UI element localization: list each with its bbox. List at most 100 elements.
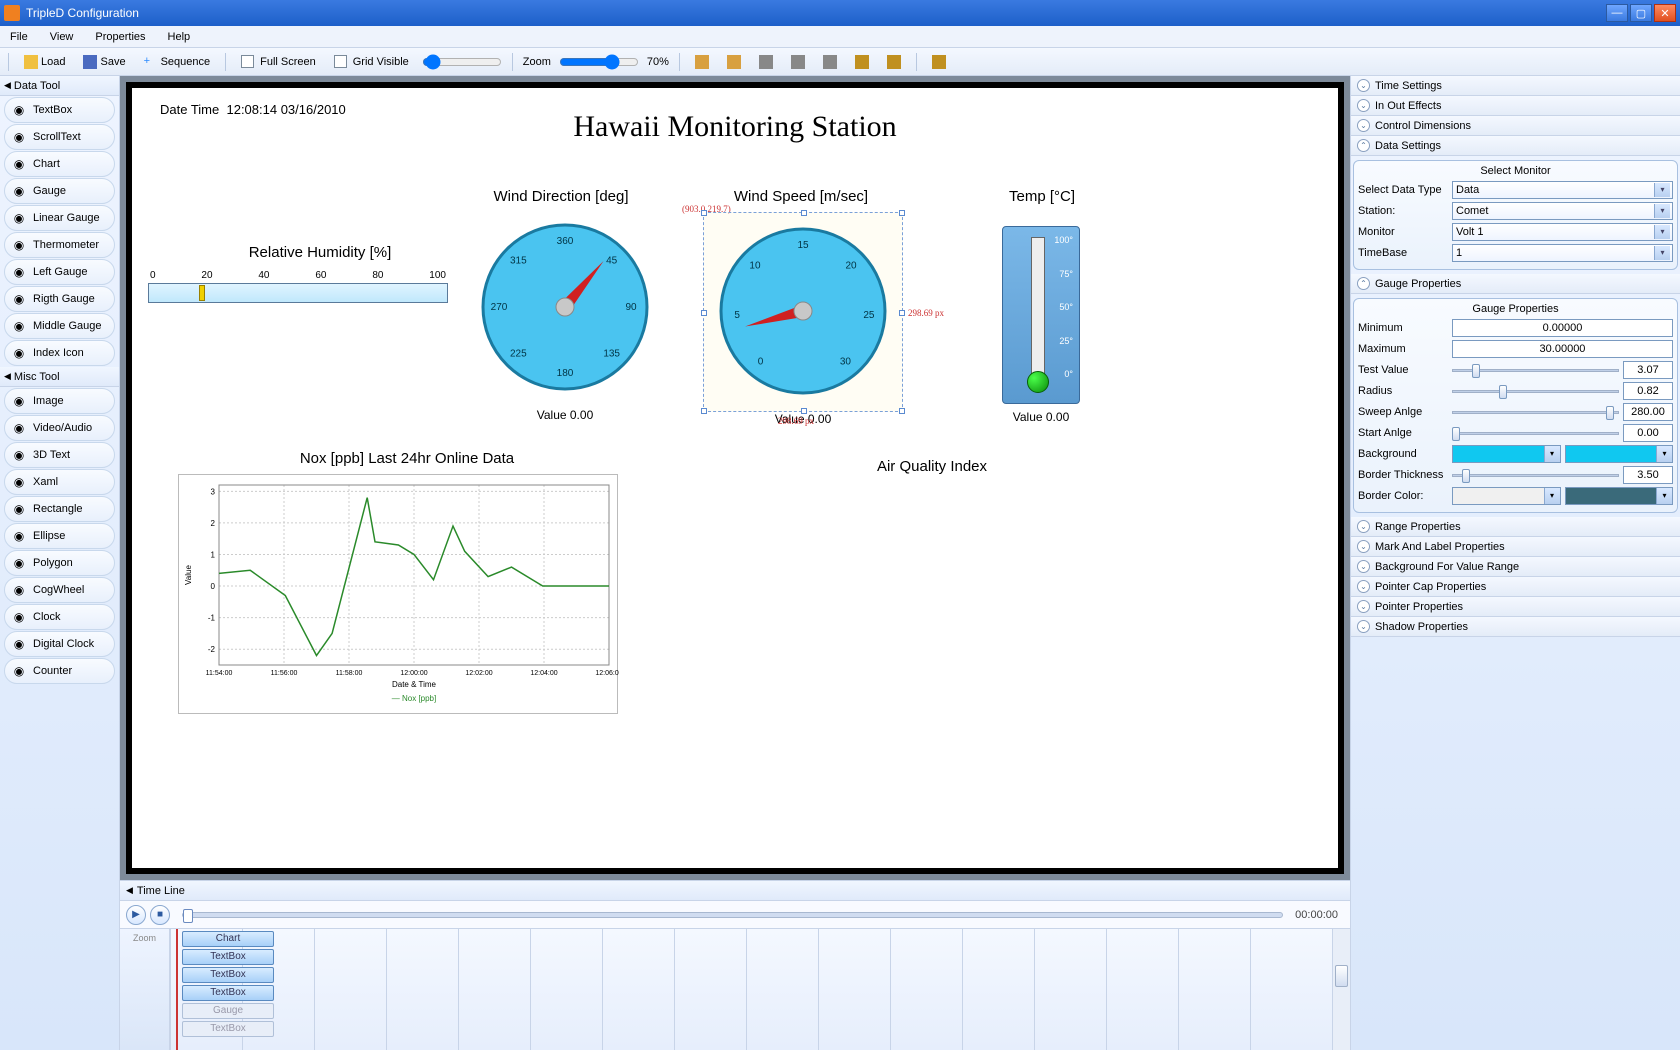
acc-range-properties[interactable]: ⌄Range Properties	[1351, 517, 1680, 537]
bg-color-2[interactable]: ▾	[1565, 445, 1674, 463]
timeline-clip[interactable]: Gauge	[182, 1003, 274, 1019]
menu-properties[interactable]: Properties	[91, 29, 149, 45]
zoom-slider[interactable]	[559, 54, 639, 70]
nox-chart[interactable]: -2-1012311:54:0011:56:0011:58:0012:00:00…	[178, 474, 618, 714]
save-button[interactable]: Save	[78, 52, 130, 72]
start-slider[interactable]	[1452, 425, 1619, 441]
resize-handle[interactable]	[701, 210, 707, 216]
timeline-playhead[interactable]	[176, 929, 178, 1050]
acc-shadow-properties[interactable]: ⌄Shadow Properties	[1351, 617, 1680, 637]
align-tool-7[interactable]	[882, 52, 906, 72]
humidity-gauge[interactable]: 020406080100	[148, 270, 448, 303]
thermometer-gauge[interactable]: 100°75°50°25°0° Value 0.00	[1002, 226, 1080, 424]
minimize-button[interactable]: —	[1606, 4, 1628, 22]
align-tool-4[interactable]	[786, 52, 810, 72]
align-tool-1[interactable]	[690, 52, 714, 72]
menu-file[interactable]: File	[6, 29, 32, 45]
acc-time-settings[interactable]: ⌄Time Settings	[1351, 76, 1680, 96]
acc-pointer-properties[interactable]: ⌄Pointer Properties	[1351, 597, 1680, 617]
resize-handle[interactable]	[701, 408, 707, 414]
stop-button[interactable]: ■	[150, 905, 170, 925]
radius-slider[interactable]	[1452, 383, 1619, 399]
resize-handle[interactable]	[899, 408, 905, 414]
play-button[interactable]: ▶	[126, 905, 146, 925]
svg-text:20: 20	[845, 261, 857, 272]
scroll-thumb[interactable]	[1335, 965, 1348, 987]
data-tool-header[interactable]: ◀Data Tool	[0, 76, 119, 96]
acc-mark-and-label-properties[interactable]: ⌄Mark And Label Properties	[1351, 537, 1680, 557]
tool-gauge[interactable]: ◉Gauge	[4, 178, 115, 204]
maximize-button[interactable]: ▢	[1630, 4, 1652, 22]
design-canvas[interactable]: Date Time 12:08:14 03/16/2010 Hawaii Mon…	[126, 82, 1344, 874]
testvalue-slider[interactable]	[1452, 362, 1619, 378]
grid-slider[interactable]	[422, 54, 502, 70]
station-select[interactable]: Comet▾	[1452, 202, 1673, 220]
acc-inout-effects[interactable]: ⌄In Out Effects	[1351, 96, 1680, 116]
monitor-select[interactable]: Volt 1▾	[1452, 223, 1673, 241]
tool-cogwheel[interactable]: ◉CogWheel	[4, 577, 115, 603]
timebase-select[interactable]: 1▾	[1452, 244, 1673, 262]
load-button[interactable]: Load	[19, 52, 70, 72]
maximum-input[interactable]	[1452, 340, 1673, 358]
scrubber-thumb[interactable]	[183, 909, 193, 923]
tool-scrolltext[interactable]: ◉ScrollText	[4, 124, 115, 150]
tool-chart[interactable]: ◉Chart	[4, 151, 115, 177]
acc-gauge-properties[interactable]: ⌃Gauge Properties	[1351, 274, 1680, 294]
timeline-vscroll[interactable]	[1332, 929, 1350, 1050]
tool-lineargauge[interactable]: ◉Linear Gauge	[4, 205, 115, 231]
timeline-clip[interactable]: TextBox	[182, 985, 274, 1001]
align-tool-3[interactable]	[754, 52, 778, 72]
tool-rectangle[interactable]: ◉Rectangle	[4, 496, 115, 522]
tool-image[interactable]: ◉Image	[4, 388, 115, 414]
align-tool-5[interactable]	[818, 52, 842, 72]
tool-counter[interactable]: ◉Counter	[4, 658, 115, 684]
align-tool-2[interactable]	[722, 52, 746, 72]
align-tool-8[interactable]	[927, 52, 951, 72]
border-slider[interactable]	[1452, 467, 1619, 483]
sweep-slider[interactable]	[1452, 404, 1619, 420]
resize-handle[interactable]	[899, 310, 905, 316]
align-tool-6[interactable]	[850, 52, 874, 72]
menu-help[interactable]: Help	[164, 29, 195, 45]
menu-view[interactable]: View	[46, 29, 78, 45]
acc-background-for-value-range[interactable]: ⌄Background For Value Range	[1351, 557, 1680, 577]
acc-control-dimensions[interactable]: ⌄Control Dimensions	[1351, 116, 1680, 136]
timeline-clip[interactable]: TextBox	[182, 967, 274, 983]
sequence-button[interactable]: +Sequence	[139, 52, 216, 72]
border-color-2[interactable]: ▾	[1565, 487, 1674, 505]
tool-digitalclock[interactable]: ◉Digital Clock	[4, 631, 115, 657]
timeline-track-area[interactable]: Chart TextBox TextBox TextBox Gauge TextBox	[170, 929, 1332, 1050]
tool-textbox[interactable]: ◉TextBox	[4, 97, 115, 123]
minimum-input[interactable]	[1452, 319, 1673, 337]
close-button[interactable]: ✕	[1654, 4, 1676, 22]
gridvisible-toggle[interactable]: Grid Visible	[329, 52, 414, 71]
winddir-gauge[interactable]: 3604590135180225270315 Value 0.00	[470, 212, 660, 422]
tool-rigthgauge[interactable]: ◉Rigth Gauge	[4, 286, 115, 312]
timeline-clip[interactable]: TextBox	[182, 949, 274, 965]
acc-data-settings[interactable]: ⌃Data Settings	[1351, 136, 1680, 156]
timeline-clip[interactable]: Chart	[182, 931, 274, 947]
tool-3dtext[interactable]: ◉3D Text	[4, 442, 115, 468]
tool-leftgauge[interactable]: ◉Left Gauge	[4, 259, 115, 285]
canvas-viewport[interactable]: Date Time 12:08:14 03/16/2010 Hawaii Mon…	[120, 76, 1350, 880]
misc-tool-header[interactable]: ◀Misc Tool	[0, 367, 119, 387]
tool-ellipse[interactable]: ◉Ellipse	[4, 523, 115, 549]
timeline-header[interactable]: ◀Time Line	[120, 881, 1350, 901]
tool-clock[interactable]: ◉Clock	[4, 604, 115, 630]
windspd-gauge[interactable]: 051015202530 Value 0.00	[708, 216, 898, 426]
timeline-clip[interactable]: TextBox	[182, 1021, 274, 1037]
tool-indexicon[interactable]: ◉Index Icon	[4, 340, 115, 366]
tool-polygon[interactable]: ◉Polygon	[4, 550, 115, 576]
bg-color-1[interactable]: ▾	[1452, 445, 1561, 463]
fullscreen-toggle[interactable]: Full Screen	[236, 52, 321, 71]
timeline-scrubber[interactable]	[182, 912, 1283, 918]
tool-thermometer[interactable]: ◉Thermometer	[4, 232, 115, 258]
resize-handle[interactable]	[899, 210, 905, 216]
tool-middlegauge[interactable]: ◉Middle Gauge	[4, 313, 115, 339]
border-color-1[interactable]: ▾	[1452, 487, 1561, 505]
acc-pointer-cap-properties[interactable]: ⌄Pointer Cap Properties	[1351, 577, 1680, 597]
data-type-select[interactable]: Data▾	[1452, 181, 1673, 199]
tool-xaml[interactable]: ◉Xaml	[4, 469, 115, 495]
resize-handle[interactable]	[701, 310, 707, 316]
tool-videoaudio[interactable]: ◉Video/Audio	[4, 415, 115, 441]
